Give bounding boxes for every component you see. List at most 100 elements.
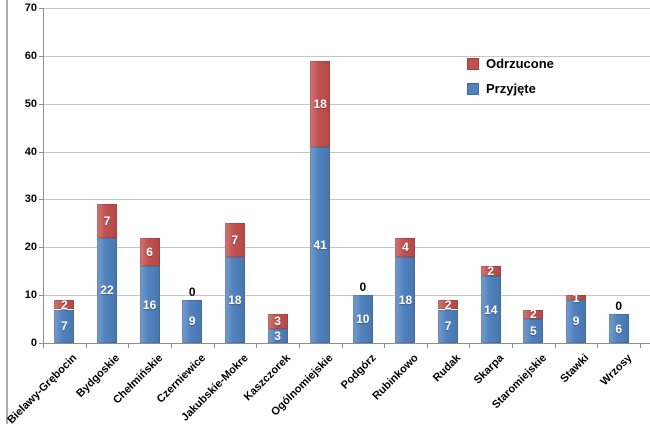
x-axis-tick <box>384 343 386 348</box>
bar-value-label-zero: 0 <box>188 284 196 299</box>
bar-value-label: 9 <box>188 314 196 329</box>
bar-value-label: 2 <box>60 297 68 312</box>
bar-value-label: 14 <box>484 302 498 317</box>
x-axis-label: Bielawy-Grębocin <box>5 352 80 424</box>
bar-segment-odrzucone <box>310 60 331 147</box>
bar-value-label: 6 <box>615 321 623 336</box>
x-axis-tick <box>597 343 599 348</box>
bar-value-label: 10 <box>356 312 370 327</box>
x-axis-label: Stawki <box>558 352 592 386</box>
y-axis-tick <box>39 247 43 249</box>
legend-entry: Odrzucone <box>467 56 554 71</box>
bar-segment-odrzucone <box>96 204 117 238</box>
bar-value-label: 9 <box>572 314 580 329</box>
bar-segment-przyjete <box>566 299 587 343</box>
bar-value-label-zero: 0 <box>615 299 623 314</box>
bar-value-label: 18 <box>313 96 327 111</box>
y-axis-tick <box>39 343 43 344</box>
bar-segment-przyjete <box>224 256 245 343</box>
y-axis-tick <box>39 199 43 201</box>
bar-segment-odrzucone <box>224 223 245 257</box>
legend-label: Odrzucone <box>486 56 554 71</box>
bar-segment-odrzucone <box>438 299 459 310</box>
bar-segment-odrzucone <box>54 299 75 310</box>
bar-value-label: 7 <box>231 233 239 248</box>
legend-entry: Przyjęte <box>467 81 554 96</box>
bar-segment-przyjete <box>182 299 203 343</box>
gridline <box>43 247 650 249</box>
bar-segment-odrzucone <box>395 237 416 257</box>
y-axis-tick-label: 50 <box>24 97 37 110</box>
x-axis-line <box>43 343 650 344</box>
y-axis-tick <box>39 151 43 153</box>
x-axis-label: Rudak <box>431 352 464 385</box>
y-axis-tick <box>39 103 43 105</box>
bar-value-label: 3 <box>274 314 281 329</box>
bar-segment-odrzucone <box>139 237 160 267</box>
bar-value-label: 2 <box>444 297 452 312</box>
bar-value-label: 2 <box>487 264 495 279</box>
x-axis-tick <box>298 343 300 348</box>
bar-value-label: 18 <box>398 292 413 307</box>
x-axis-tick <box>512 343 514 348</box>
x-axis-tick <box>43 343 44 348</box>
bar-segment-przyjete <box>480 276 501 343</box>
bar-segment-odrzucone <box>267 314 288 329</box>
bar-value-label: 7 <box>103 213 111 228</box>
bar-segment-odrzucone <box>566 295 587 300</box>
bar-value-label: 6 <box>146 245 153 260</box>
bar-segment-przyjete <box>139 266 160 343</box>
y-axis-tick-label: 70 <box>24 2 37 14</box>
gridline <box>43 103 650 105</box>
y-axis-tick-label: 60 <box>24 49 37 62</box>
y-axis-tick <box>39 55 43 57</box>
bar-value-label: 2 <box>530 307 537 322</box>
legend-label: Przyjęte <box>486 81 536 96</box>
x-axis-label: Podgórz <box>338 352 379 392</box>
legend-swatch-icon <box>467 57 479 70</box>
gridline <box>43 8 650 9</box>
bar-value-label: 18 <box>228 292 242 307</box>
y-axis-tick-label: 30 <box>24 193 37 206</box>
bar-value-label: 4 <box>402 240 409 255</box>
x-axis-tick <box>469 343 471 348</box>
bar-value-label: 7 <box>60 319 68 334</box>
gridline <box>43 55 650 57</box>
bar-segment-przyjete <box>54 309 75 343</box>
y-axis-tick <box>39 295 43 297</box>
x-axis-label: Wrzosy <box>598 352 635 389</box>
bar-value-label: 22 <box>100 283 114 298</box>
x-axis-tick <box>640 343 641 348</box>
y-axis-line <box>43 8 44 344</box>
bar-segment-przyjete <box>310 146 331 343</box>
x-axis-tick <box>426 343 428 348</box>
bar-value-label: 3 <box>274 328 281 343</box>
bar-segment-odrzucone <box>523 309 544 320</box>
x-axis-tick <box>341 343 343 348</box>
bar-value-label: 41 <box>313 237 327 252</box>
x-axis-tick <box>213 343 215 348</box>
y-axis-tick-label: 40 <box>24 145 37 158</box>
x-axis-tick <box>554 343 556 348</box>
y-axis-tick <box>39 8 43 9</box>
y-axis-tick-label: 0 <box>30 337 37 349</box>
bar-segment-przyjete <box>438 309 459 343</box>
y-axis-tick-label: 10 <box>24 289 37 302</box>
left-frame-line <box>6 0 8 424</box>
gridline <box>43 295 650 297</box>
x-axis-tick <box>256 343 258 348</box>
bar-segment-przyjete <box>352 295 373 343</box>
x-axis-label: Skarpa <box>471 352 507 387</box>
bar-segment-przyjete <box>395 256 416 343</box>
bar-value-label: 7 <box>444 319 452 334</box>
bar-value-label: 5 <box>530 324 537 339</box>
bar-segment-przyjete <box>96 237 117 343</box>
x-axis-tick <box>170 343 172 348</box>
bar-value-label: 1 <box>572 290 580 305</box>
gridline <box>43 151 650 153</box>
chart-legend: Odrzucone Przyjęte <box>467 56 554 106</box>
bar-segment-przyjete <box>267 328 288 343</box>
bar-segment-odrzucone <box>480 266 501 276</box>
x-axis-tick <box>85 343 87 348</box>
